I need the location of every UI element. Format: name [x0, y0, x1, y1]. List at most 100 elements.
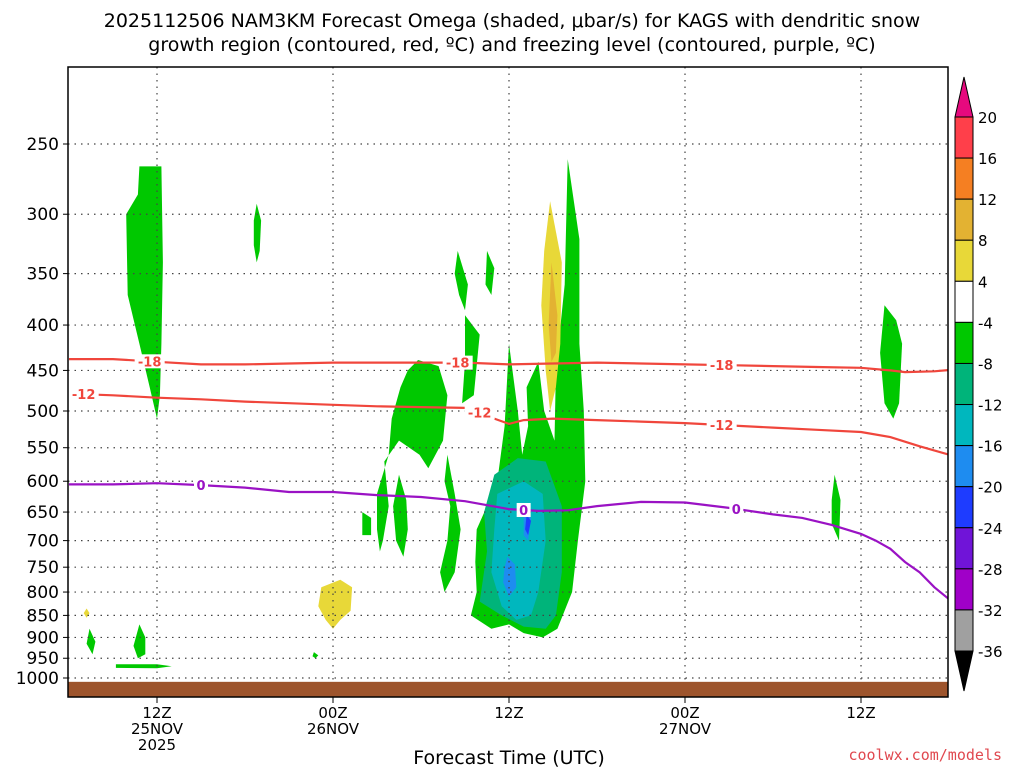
x-tick-label: 12Z	[846, 704, 875, 722]
y-tick-label: 600	[27, 472, 59, 492]
omega-region--4	[440, 454, 461, 592]
omega-region--4	[133, 624, 146, 659]
x-tick-label: 00Z	[318, 704, 347, 722]
colorbar-label: -16	[978, 438, 1003, 456]
contour-label-bg	[516, 502, 531, 517]
colorbar-bin	[954, 486, 974, 529]
colorbar-label: -36	[978, 643, 1003, 661]
colorbar-bin	[954, 404, 974, 447]
omega-region--4	[393, 474, 408, 557]
y-tick-label: 300	[27, 205, 59, 225]
y-tick-label: 650	[27, 503, 59, 523]
colorbar-bin	[954, 445, 974, 488]
y-tick-label: 1000	[16, 669, 59, 689]
omega-region--4	[86, 628, 96, 655]
contour-label: 0	[196, 479, 205, 494]
y-tick-label: 750	[27, 558, 59, 578]
contour-line-0	[69, 482, 948, 600]
x-tick-label: 2025	[138, 736, 176, 754]
colorbar-bin	[954, 321, 974, 364]
omega-region--4	[377, 360, 448, 552]
colorbar-label: -24	[978, 520, 1003, 538]
omega-region--20	[525, 515, 531, 536]
plot-content: -18 -18 -18 -12 -12 -12 0 0 0	[68, 67, 948, 697]
axes: 2503003504004505005506006507007508008509…	[16, 66, 949, 754]
colorbar-bin	[954, 157, 974, 200]
colorbar-bin	[954, 568, 974, 611]
surface-terrain	[68, 681, 948, 697]
omega-region-8	[548, 262, 558, 362]
y-tick-label: 900	[27, 628, 59, 648]
x-tick-label: 00Z	[670, 704, 699, 722]
omega-region--4	[454, 250, 468, 311]
omega-region--4	[880, 305, 903, 419]
contour-label-bg	[68, 387, 99, 402]
colorbar-bin	[954, 280, 974, 323]
contour-label-bg	[706, 417, 737, 432]
y-tick-label: 550	[27, 439, 59, 459]
contour-label-bg	[464, 405, 495, 420]
colorbar-label: -32	[978, 602, 1003, 620]
colorbar: 20 16 12 8 4 -4 -8 -12 -16 -20 -24 -28 -32 -36	[954, 76, 1003, 692]
contour-label-bg	[706, 358, 737, 373]
plot-frame	[67, 66, 949, 698]
y-tick-label: 800	[27, 583, 59, 603]
x-tick-label: 12Z	[142, 704, 171, 722]
colorbar-label: -4	[978, 314, 993, 332]
contour-label: 0	[519, 504, 528, 519]
colorbar-label: -28	[978, 561, 1003, 579]
y-tick-label: 400	[27, 316, 59, 336]
x-tick-label: 27NOV	[659, 720, 712, 738]
omega-region--4	[253, 203, 262, 263]
colorbar-label: -20	[978, 479, 1003, 497]
contour-label-bg	[729, 501, 744, 516]
contour-label-bg	[194, 478, 208, 493]
credit-link[interactable]: coolwx.com/models	[848, 746, 1002, 764]
y-tick-label: 250	[27, 135, 59, 155]
x-tick-label: 25NOV	[131, 720, 184, 738]
x-axis-label: Forecast Time (UTC)	[413, 747, 604, 768]
colorbar-bin	[954, 239, 974, 282]
omega-region--4	[485, 250, 495, 295]
contour-label: -12	[710, 419, 734, 434]
colorbar-bin	[954, 609, 974, 652]
y-tick-label: 700	[27, 532, 59, 552]
contour-label: -12	[72, 388, 96, 403]
y-tick-label: 450	[27, 361, 59, 381]
plot-area: -18 -18 -18 -12 -12 -12 0 0 0	[68, 67, 948, 697]
colorbar-label: 8	[978, 232, 988, 250]
colorbar-label: 16	[978, 150, 997, 168]
chart-title-line1: 2025112506 NAM3KM Forecast Omega (shaded…	[103, 10, 921, 32]
colorbar-bottom-arrow	[954, 650, 974, 692]
contour-label: -12	[468, 407, 492, 422]
omega-region-4	[318, 579, 353, 629]
colorbar-bin	[954, 116, 974, 159]
omega-region--4	[312, 652, 319, 659]
contour-line--18	[69, 358, 948, 374]
omega-region--4	[831, 474, 841, 541]
omega-region--4	[362, 512, 372, 536]
contour-line--12	[68, 392, 948, 456]
colorbar-label: -12	[978, 397, 1003, 415]
chart-title-line2: growth region (contoured, red, ºC) and f…	[148, 34, 876, 56]
contour-label: 0	[732, 503, 741, 518]
colorbar-bin	[954, 362, 974, 406]
colorbar-label: 20	[978, 109, 997, 127]
y-tick-label: 950	[27, 649, 59, 669]
x-tick-label: 12Z	[494, 704, 523, 722]
colorbar-label: 4	[978, 273, 988, 291]
omega-region--16	[503, 556, 517, 597]
omega-region--4	[115, 664, 172, 669]
y-tick-label: 500	[27, 402, 59, 422]
contour-label: -18	[710, 359, 734, 374]
y-tick-label: 850	[27, 606, 59, 626]
y-tick-label: 350	[27, 265, 59, 285]
contour-label: -18	[446, 357, 470, 372]
x-tick-label: 26NOV	[307, 720, 360, 738]
colorbar-top-arrow	[954, 76, 974, 118]
colorbar-bin	[954, 198, 974, 241]
contour-label-bg	[134, 354, 165, 369]
colorbar-label: -8	[978, 355, 993, 373]
colorbar-label: 12	[978, 191, 997, 209]
